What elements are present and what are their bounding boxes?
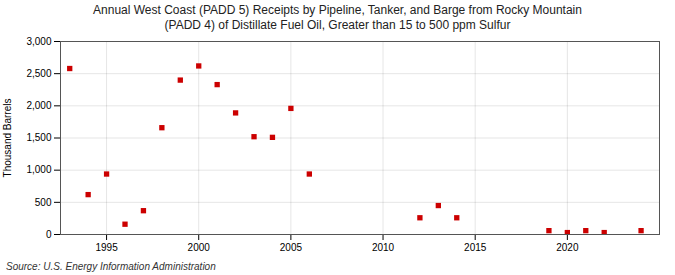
- svg-text:1,000: 1,000: [26, 164, 51, 175]
- svg-text:1,500: 1,500: [26, 132, 51, 143]
- html-text:Annual West Coast (PADD 5) Rec: Annual West Coast (PADD 5) Receipts by P…: [93, 3, 582, 32]
- svg-text:1995: 1995: [95, 242, 118, 253]
- svg-text:500: 500: [35, 197, 52, 208]
- svg-text:2000: 2000: [188, 242, 211, 253]
- html-text:Source: U.S. Energy Informatio: Source: U.S. Energy Information Administ…: [6, 261, 216, 272]
- svg-text:2,000: 2,000: [26, 100, 51, 111]
- svg-text:2015: 2015: [464, 242, 487, 253]
- svg-text:2,500: 2,500: [26, 68, 51, 79]
- svg-text:2020: 2020: [556, 242, 579, 253]
- svg-text:Thousand Barrels: Thousand Barrels: [2, 99, 13, 178]
- svg-text:2005: 2005: [280, 242, 303, 253]
- svg-text:0: 0: [46, 229, 52, 240]
- svg-text:3,000: 3,000: [26, 36, 51, 47]
- svg-text:2010: 2010: [372, 242, 395, 253]
